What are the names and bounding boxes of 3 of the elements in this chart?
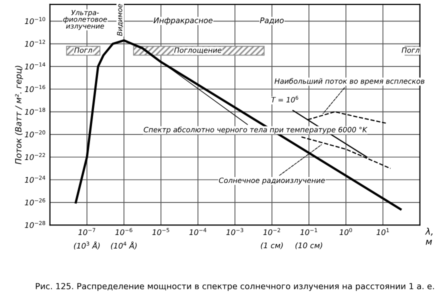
x-axis-title: λ, м <box>425 228 433 245</box>
y-axis-title: Поток (Ватт / м². герц) <box>15 66 24 164</box>
text: Рис. 125. Распределение мощности в спектре солнечного излучения на расстоянии 1 а. е. <box>36 282 434 291</box>
